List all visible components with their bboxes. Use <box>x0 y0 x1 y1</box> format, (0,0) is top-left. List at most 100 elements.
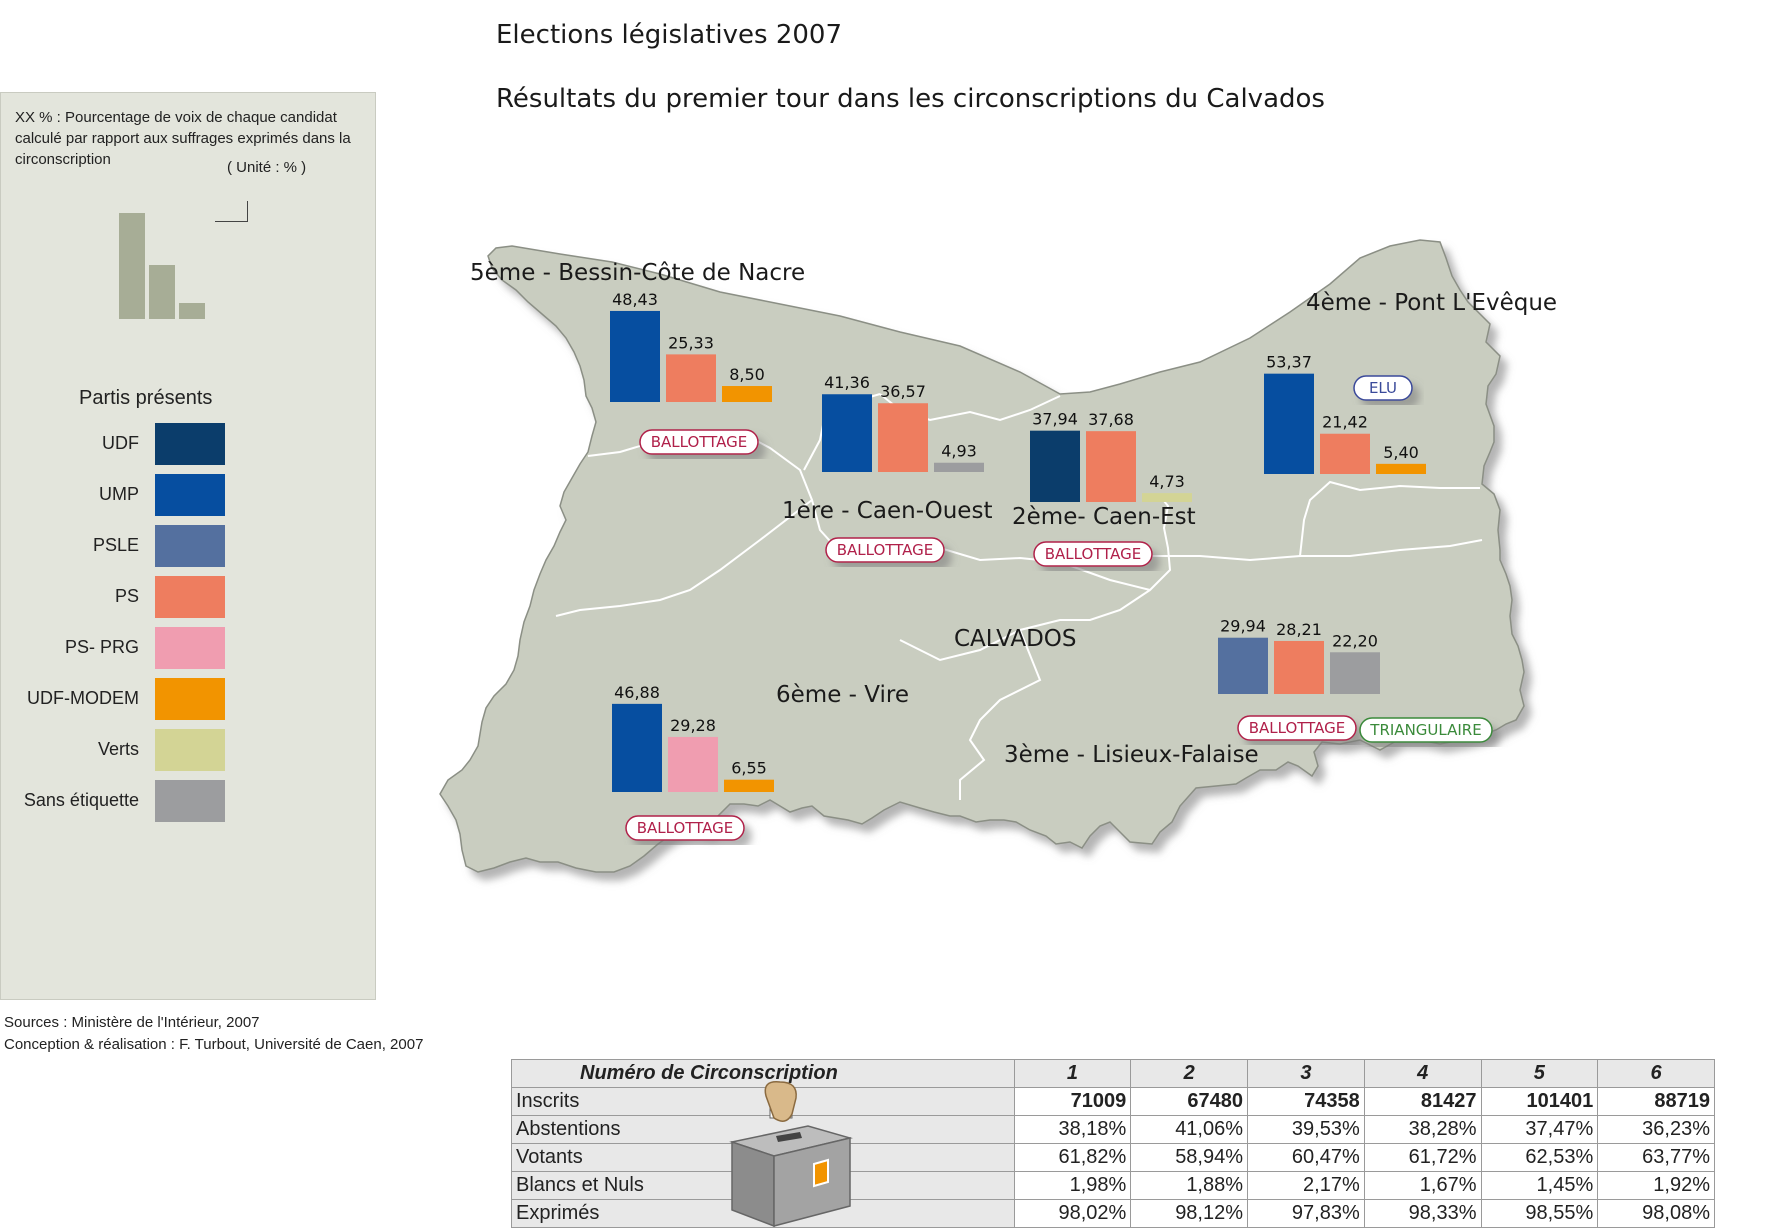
legend-item: UMP <box>1 474 377 518</box>
table-header-row: Numéro de Circonscription 1 2 3 4 5 6 <box>511 1059 1715 1088</box>
bar-value-label: 25,33 <box>668 333 714 352</box>
legend-sample-bar <box>149 265 175 319</box>
district-name: 6ème - Vire <box>776 682 909 708</box>
bar <box>668 736 718 792</box>
legend-swatch <box>155 729 225 771</box>
district-name: 5ème - Bessin-Côte de Nacre <box>470 260 805 286</box>
legend-parties-title: Partis présents <box>79 387 213 409</box>
table-cell: 2,17% <box>1247 1171 1365 1200</box>
table-cell: 38,28% <box>1363 1115 1482 1144</box>
source-line: Sources : Ministère de l'Intérieur, 2007 <box>4 1014 260 1031</box>
bar <box>1030 430 1080 502</box>
legend-unit: ( Unité : % ) <box>227 159 307 176</box>
table-cell: 97,83% <box>1247 1199 1365 1228</box>
legend-item: UDF-MODEM <box>1 678 377 722</box>
table-cell: 101401 <box>1480 1087 1599 1116</box>
bar-value-label: 29,28 <box>670 716 716 735</box>
legend-item-label: Verts <box>97 739 139 759</box>
table-cell: 67480 <box>1130 1087 1249 1116</box>
district-name: 1ère - Caen-Ouest <box>782 498 992 524</box>
bar-value-label: 36,57 <box>880 382 926 401</box>
bar <box>724 779 774 792</box>
table-cell: 62,53% <box>1480 1143 1599 1172</box>
status-badge: BALLOTTAGE <box>639 429 759 455</box>
status-badge: BALLOTTAGE <box>1237 715 1357 741</box>
table-body: Inscrits 71009 67480 74358 81427 101401 88719 A… <box>511 1087 1715 1228</box>
bar <box>1218 637 1268 694</box>
legend-item-label: UMP <box>99 484 139 504</box>
status-badge: ELU <box>1353 375 1413 401</box>
bar <box>1142 493 1192 502</box>
status-badge-label: BALLOTTAGE <box>1045 545 1142 563</box>
table-cell: 81427 <box>1363 1087 1482 1116</box>
legend-swatch <box>155 423 225 465</box>
bar-value-label: 6,55 <box>731 759 767 778</box>
bar-value-label: 22,20 <box>1332 631 1378 650</box>
district-chart: 6ème - Vire 46,88 29,28 6,55 BALLOTTAGE <box>612 682 909 841</box>
legend-item: PS- PRG <box>1 627 377 671</box>
legend-item-label: UDF <box>102 433 139 453</box>
table-cell: 61,72% <box>1363 1143 1482 1172</box>
bar <box>722 386 772 402</box>
legend-item-label: UDF-MODEM <box>27 688 139 708</box>
legend-item: Verts <box>1 729 377 773</box>
legend-swatch <box>155 474 225 516</box>
status-badge-label: BALLOTTAGE <box>637 819 734 837</box>
district-chart: 1ère - Caen-Ouest 41,36 36,57 4,93 BALLOTTAG… <box>782 373 992 563</box>
status-badge: TRIANGULAIRE <box>1359 717 1493 743</box>
table-cell: 58,94% <box>1130 1143 1249 1172</box>
table-cell: 38,18% <box>1013 1115 1132 1144</box>
table-cell: 36,23% <box>1597 1115 1715 1144</box>
legend-item-label: Sans étiquette <box>23 790 139 810</box>
bar-value-label: 37,68 <box>1088 410 1134 429</box>
district-name: 2ème- Caen-Est <box>1012 504 1196 530</box>
bar-value-label: 46,88 <box>614 683 660 702</box>
legend-swatch <box>155 576 225 618</box>
bar-value-label: 28,21 <box>1276 620 1322 639</box>
bar <box>1320 433 1370 474</box>
status-badge: BALLOTTAGE <box>825 537 945 563</box>
legend-item: PS <box>1 576 377 620</box>
legend-sample-tick <box>215 201 248 222</box>
legend-sample-bar <box>119 213 145 319</box>
table-header-cell: 5 <box>1480 1059 1599 1088</box>
table-header-label: Numéro de Circonscription <box>511 1059 1015 1088</box>
bar <box>612 703 662 792</box>
bar-value-label: 41,36 <box>824 373 870 392</box>
legend-swatch <box>155 678 225 720</box>
bar <box>1264 373 1314 474</box>
table-cell: 98,12% <box>1130 1199 1249 1228</box>
bar <box>878 403 928 472</box>
table-cell: 1,67% <box>1363 1171 1482 1200</box>
table-cell: 1,92% <box>1597 1171 1715 1200</box>
legend-item-label: PSLE <box>92 535 139 555</box>
bar-value-label: 21,42 <box>1322 413 1368 432</box>
legend-item: PSLE <box>1 525 377 569</box>
table-header-cell: 4 <box>1363 1059 1482 1088</box>
table-cell: 41,06% <box>1130 1115 1249 1144</box>
table-cell: 98,02% <box>1013 1199 1132 1228</box>
department-label: CALVADOS <box>954 626 1077 652</box>
bar-value-label: 4,73 <box>1149 472 1185 491</box>
bar <box>1330 652 1380 694</box>
table-cell: 1,98% <box>1013 1171 1132 1200</box>
status-badge: BALLOTTAGE <box>625 815 745 841</box>
department-outline <box>439 239 1525 873</box>
page-title: Elections législatives 2007 <box>496 20 842 50</box>
status-badge-label: TRIANGULAIRE <box>1369 721 1481 739</box>
table-header-cell: 3 <box>1247 1059 1365 1088</box>
bar-value-label: 4,93 <box>941 442 977 461</box>
legend-panel: XX % : Pourcentage de voix de chaque can… <box>0 92 376 1000</box>
legend-item-label: PS- PRG <box>64 637 139 657</box>
legend-item-label: PS <box>114 586 139 606</box>
legend-item: Sans étiquette <box>1 780 377 824</box>
table-cell: 63,77% <box>1597 1143 1715 1172</box>
table-header-cell: 2 <box>1130 1059 1249 1088</box>
legend-note: XX % : Pourcentage de voix de chaque can… <box>15 109 351 168</box>
table-row: Blancs et Nuls 1,98% 1,88% 2,17% 1,67% 1,45% 1… <box>511 1171 1715 1200</box>
bar <box>1274 640 1324 694</box>
bar-value-label: 29,94 <box>1220 617 1266 636</box>
bar <box>610 310 660 402</box>
district-chart: 3ème - Lisieux-Falaise 29,94 28,21 22,20 BAL… <box>1004 617 1493 768</box>
